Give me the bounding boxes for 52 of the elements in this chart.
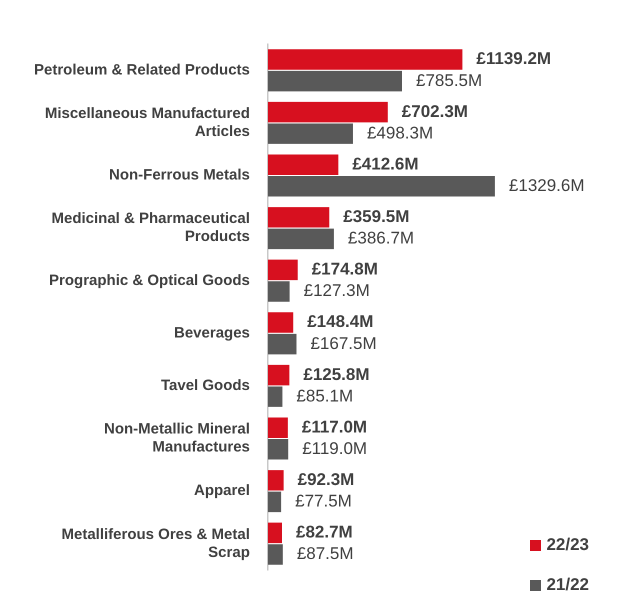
legend-label: 21/22 (546, 575, 589, 595)
y-tick-label: Medicinal & Pharmaceutical Products (51, 210, 250, 246)
bar (268, 417, 288, 438)
data-label: £87.5M (296, 544, 354, 564)
bar (268, 228, 334, 250)
y-tick-label: Metalliferous Ores & Metal Scrap (61, 526, 250, 561)
bar (268, 176, 495, 197)
y-tick-label: Non-Metallic Mineral Manufactures (104, 420, 250, 456)
y-tick-label: Apparel (194, 482, 250, 500)
bar (268, 123, 353, 144)
data-label: £1139.2M (476, 49, 552, 68)
bar (268, 70, 402, 92)
bar (268, 260, 298, 280)
bar (268, 334, 296, 354)
bar (268, 439, 288, 460)
data-label: £82.7M (296, 522, 353, 542)
data-label: £702.3M (402, 102, 468, 121)
bar (268, 312, 294, 333)
data-label: £498.3M (366, 123, 434, 142)
legend-label: 22/23 (546, 535, 589, 555)
bar (268, 154, 338, 175)
y-tick-label: Petroleum & Related Products (34, 61, 250, 78)
data-label: £167.5M (310, 334, 377, 353)
bar (268, 470, 284, 491)
data-label: £117.0M (302, 417, 368, 436)
bar (268, 49, 462, 70)
y-tick-label: Miscellaneous Manufactured Articles (44, 105, 250, 140)
data-label: £148.4M (307, 312, 374, 332)
data-label: £386.7M (348, 228, 414, 248)
data-label: £359.5M (343, 207, 410, 226)
data-label: £119.0M (302, 438, 368, 458)
data-label: £77.5M (295, 492, 352, 511)
bar (268, 492, 282, 512)
y-tick-label: Tavel Goods (160, 377, 250, 394)
y-tick-label: Prographic & Optical Goods (49, 272, 250, 289)
data-label: £92.3M (298, 470, 354, 490)
bar (268, 386, 282, 407)
data-label: £1329.6M (508, 176, 585, 195)
y-tick-label: Non-Ferrous Metals (109, 166, 250, 184)
data-label: £85.1M (296, 386, 354, 406)
bar (268, 364, 290, 386)
bar (268, 522, 282, 544)
bar (268, 102, 388, 122)
bar (268, 281, 290, 302)
data-label: £127.3M (304, 281, 370, 300)
data-label: £125.8M (303, 364, 370, 384)
bar (268, 207, 330, 228)
data-label: £174.8M (312, 260, 378, 279)
bar (268, 544, 283, 565)
data-label: £785.5M (416, 70, 482, 90)
data-label: £412.6M (352, 154, 419, 174)
y-tick-label: Beverages (174, 324, 250, 342)
